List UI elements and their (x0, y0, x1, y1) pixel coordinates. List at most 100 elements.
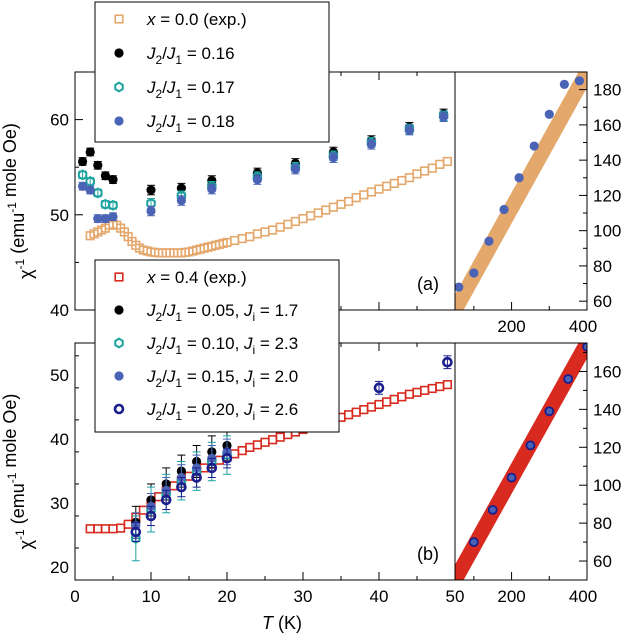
series-3 (78, 111, 449, 224)
data-point (404, 389, 415, 399)
data-point (397, 175, 407, 186)
data-point (191, 472, 202, 483)
data-point (108, 199, 118, 211)
high-temp-band-group (455, 72, 587, 310)
y-tick-right-label: 160 (593, 362, 621, 381)
data-point (275, 222, 285, 232)
y-tick-right-label: 100 (593, 222, 621, 241)
data-point (267, 435, 278, 445)
y-axis-label: χ-1 (emu-1 mole Oe) (0, 123, 36, 279)
y-axis-label: χ-1 (emu-1 mole Oe) (0, 394, 36, 550)
data-point (336, 199, 346, 209)
high-temp-band-group (455, 343, 587, 580)
high-temp-point (469, 268, 479, 278)
data-point (230, 235, 240, 246)
y-tick-right-label: 140 (593, 400, 621, 419)
y-tick-label: 40 (50, 430, 69, 449)
data-point (176, 195, 186, 206)
legend-label: J2/J1 = 0.16 (146, 44, 235, 67)
data-point (442, 356, 453, 368)
data-point (404, 173, 415, 183)
y-tick-label: 30 (50, 494, 69, 513)
data-point (207, 184, 217, 194)
y-tick-label: 50 (50, 366, 69, 385)
legend-label: J2/J1 = 0.20, Ji = 2.6 (146, 400, 298, 423)
data-point (85, 185, 95, 195)
x-tick-right-label: 200 (497, 587, 525, 606)
x-tick-label: 40 (370, 587, 389, 606)
data-point (366, 139, 376, 149)
data-point (260, 227, 270, 237)
legend-entry-0: x = 0.4 (exp.) (114, 268, 247, 287)
y-tick-right-label: 80 (593, 514, 612, 533)
data-point (419, 166, 430, 176)
data-point (176, 481, 187, 493)
legend-marker (114, 272, 124, 282)
y-tick-right-label: 120 (593, 438, 621, 457)
data-point (359, 405, 369, 415)
panel-label: (b) (417, 544, 439, 564)
y-tick-right-label: 140 (593, 151, 621, 170)
data-point (131, 532, 141, 544)
data-point (116, 523, 126, 533)
high-temp-point-ring (506, 472, 517, 483)
data-point (366, 187, 377, 197)
high-temp-point-ring (525, 440, 536, 451)
legend-entry-2: J2/J1 = 0.10, Ji = 2.3 (114, 334, 298, 357)
data-point (439, 112, 449, 122)
data-point (343, 410, 354, 420)
data-point (93, 160, 103, 170)
data-point (389, 394, 399, 404)
data-point (283, 219, 293, 229)
data-point (328, 202, 339, 212)
x-tick-label: 30 (294, 587, 313, 606)
data-point (374, 184, 384, 194)
data-point (206, 462, 218, 474)
data-point (78, 181, 88, 191)
data-point (412, 387, 422, 397)
series-0 (85, 156, 453, 258)
data-point (442, 380, 453, 390)
data-point (328, 153, 338, 163)
data-point (419, 385, 430, 396)
data-point (366, 402, 377, 412)
data-point (123, 519, 133, 529)
data-point (427, 383, 437, 394)
y-tick-right-label: 180 (593, 81, 621, 100)
data-point (305, 211, 316, 221)
x-axis-title: T (K) (262, 613, 302, 633)
high-temp-point (574, 76, 585, 86)
data-point (252, 229, 263, 239)
data-point (435, 381, 445, 392)
legend-entry-0: x = 0.0 (exp.) (114, 10, 247, 29)
high-temp-point-ring (563, 374, 574, 384)
data-point (176, 183, 186, 193)
data-point (343, 196, 354, 207)
data-point (404, 125, 414, 135)
legend-marker (114, 81, 124, 93)
data-point (108, 174, 118, 185)
data-point (77, 169, 88, 181)
data-point (221, 452, 233, 464)
data-point (78, 156, 88, 167)
legend-label: x = 0.4 (exp.) (146, 268, 247, 287)
data-point (298, 214, 308, 224)
data-point (373, 382, 385, 394)
data-point (93, 214, 103, 224)
y-tick-label: 50 (50, 206, 69, 225)
high-temp-point (499, 204, 509, 215)
panel-b: 20 30 40 50 0 10 20 30 40 60 80 100 120 140 160 50 200 40… (0, 342, 621, 606)
legend-entry-3: J2/J1 = 0.18 (114, 112, 235, 135)
high-temp-point-ring (544, 406, 555, 417)
data-point (93, 524, 103, 534)
legend-marker (114, 48, 124, 58)
data-point (146, 185, 156, 195)
panel-a: 40 50 60 60 80 100 120 140 160 180 200 400 (a) χ-1 (e… (0, 71, 621, 336)
data-point (130, 526, 142, 538)
data-point (108, 212, 118, 222)
legend-marker (114, 116, 124, 126)
x-tick-right-label: 50 (446, 587, 465, 606)
y-tick-right-label: 160 (593, 116, 621, 135)
data-point (290, 164, 300, 174)
